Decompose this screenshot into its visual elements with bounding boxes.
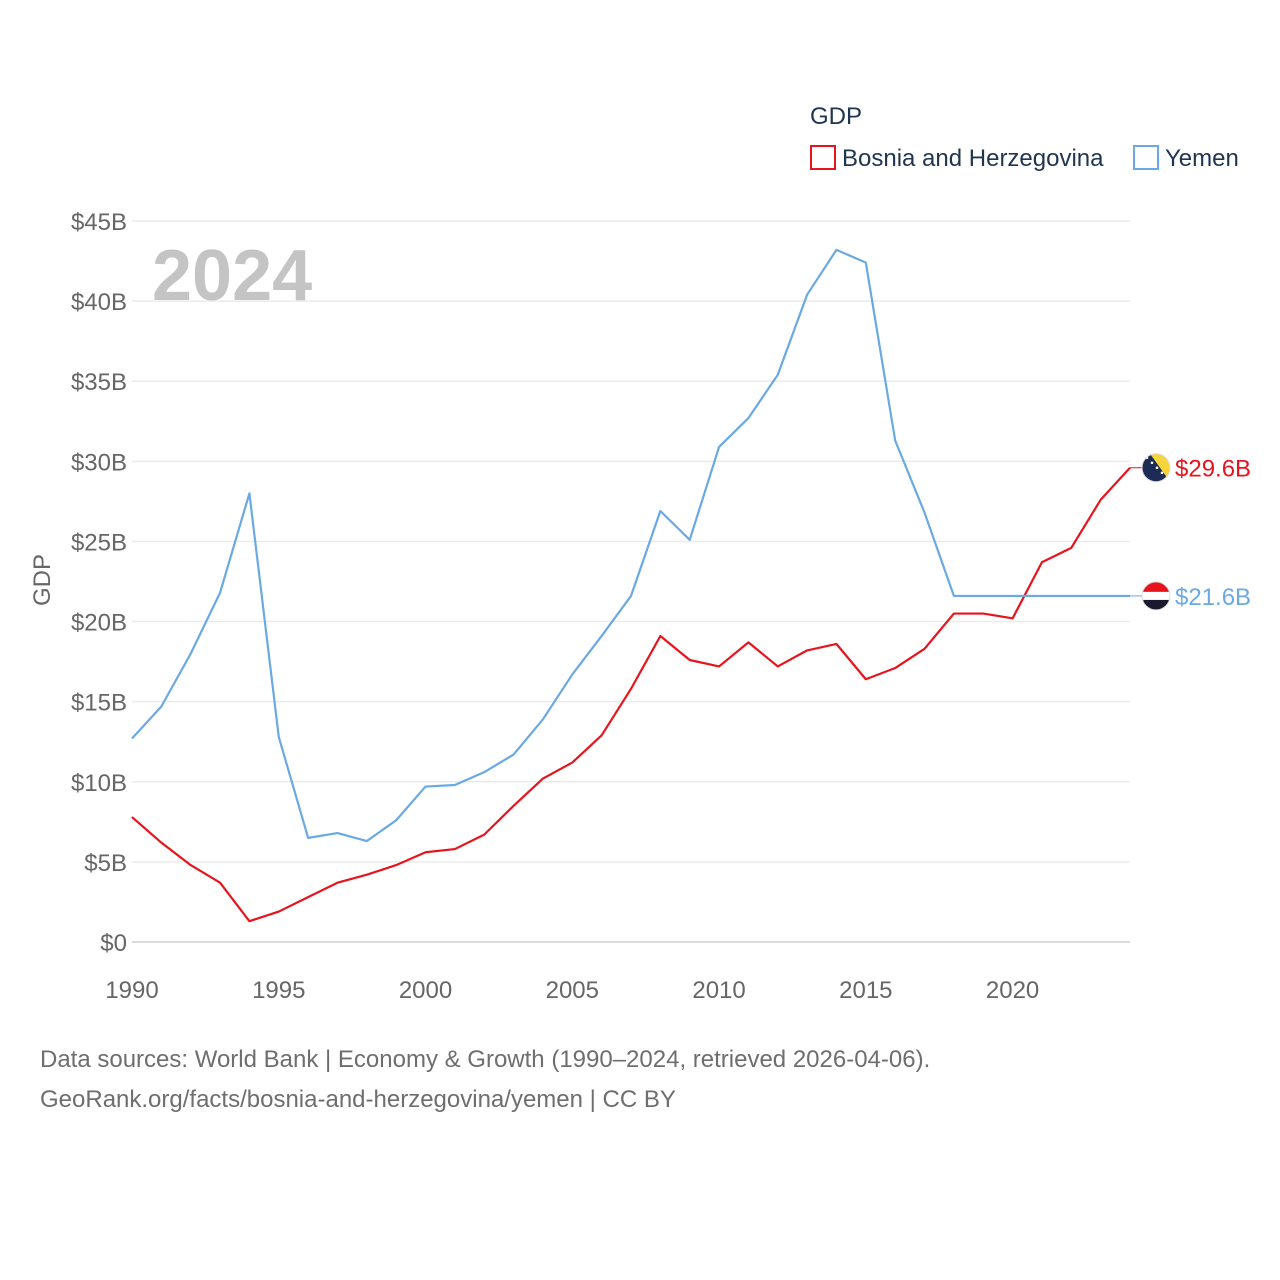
y-tick-label: $35B bbox=[71, 369, 127, 396]
footer: Data sources: World Bank | Economy & Gro… bbox=[40, 1040, 930, 1120]
series-line-yemen[interactable] bbox=[131, 248, 1130, 843]
flag-icon bbox=[1141, 453, 1171, 483]
legend-swatch bbox=[1133, 145, 1159, 170]
y-tick-label: $0 bbox=[100, 930, 127, 957]
end-labels: $29.6B $21.6B bbox=[1130, 453, 1251, 611]
x-tick-label: 1995 bbox=[252, 977, 305, 1004]
legend-label: Yemen bbox=[1165, 145, 1239, 172]
legend-item-yemen[interactable]: Yemen bbox=[1133, 145, 1239, 172]
end-value-label: $29.6B bbox=[1175, 456, 1251, 483]
x-tick-label: 2000 bbox=[399, 977, 452, 1004]
end-value-label: $21.6B bbox=[1175, 584, 1251, 611]
legend-title: GDP bbox=[810, 103, 862, 130]
x-tick-label: 2005 bbox=[546, 977, 599, 1004]
x-tick-label: 2015 bbox=[839, 977, 892, 1004]
legend-swatch bbox=[810, 145, 836, 170]
legend-label: Bosnia and Herzegovina bbox=[842, 145, 1104, 172]
y-tick-label: $15B bbox=[71, 690, 127, 717]
series-line-bosnia[interactable] bbox=[131, 466, 1131, 923]
y-tick-label: $20B bbox=[71, 610, 127, 637]
data-source-text: Data sources: World Bank | Economy & Gro… bbox=[40, 1046, 931, 1073]
flag-icon bbox=[1141, 581, 1171, 611]
year-label: 2024 bbox=[152, 236, 312, 316]
y-tick-label: $30B bbox=[71, 449, 127, 476]
y-tick-label: $25B bbox=[71, 529, 127, 556]
x-tick-label: 1990 bbox=[105, 977, 158, 1004]
y-tick-label: $10B bbox=[71, 770, 127, 797]
y-tick-label: $45B bbox=[71, 209, 127, 236]
legend[interactable]: Bosnia and Herzegovina Yemen bbox=[810, 145, 1239, 172]
x-tick-label: 2020 bbox=[986, 977, 1039, 1004]
legend-item-bosnia[interactable]: Bosnia and Herzegovina bbox=[810, 145, 1104, 172]
y-tick-label: $5B bbox=[84, 850, 127, 877]
gdp-line-chart: $0 $5B $10B $15B $20B $25B $30B $35B $40B $45B 19… bbox=[29, 103, 1251, 1004]
x-tick-label: 2010 bbox=[692, 977, 745, 1004]
y-axis-label: GDP bbox=[29, 554, 56, 606]
series-lines bbox=[131, 248, 1131, 923]
x-axis-ticks: 1990 1995 2000 2005 2010 2015 2020 bbox=[105, 977, 1039, 1004]
y-axis-ticks: $0 $5B $10B $15B $20B $25B $30B $35B $40B $45B bbox=[71, 209, 127, 957]
y-tick-label: $40B bbox=[71, 289, 127, 316]
grid-lines bbox=[132, 220, 1130, 943]
source-url-text[interactable]: GeoRank.org/facts/bosnia-and-herzegovina… bbox=[40, 1086, 676, 1113]
